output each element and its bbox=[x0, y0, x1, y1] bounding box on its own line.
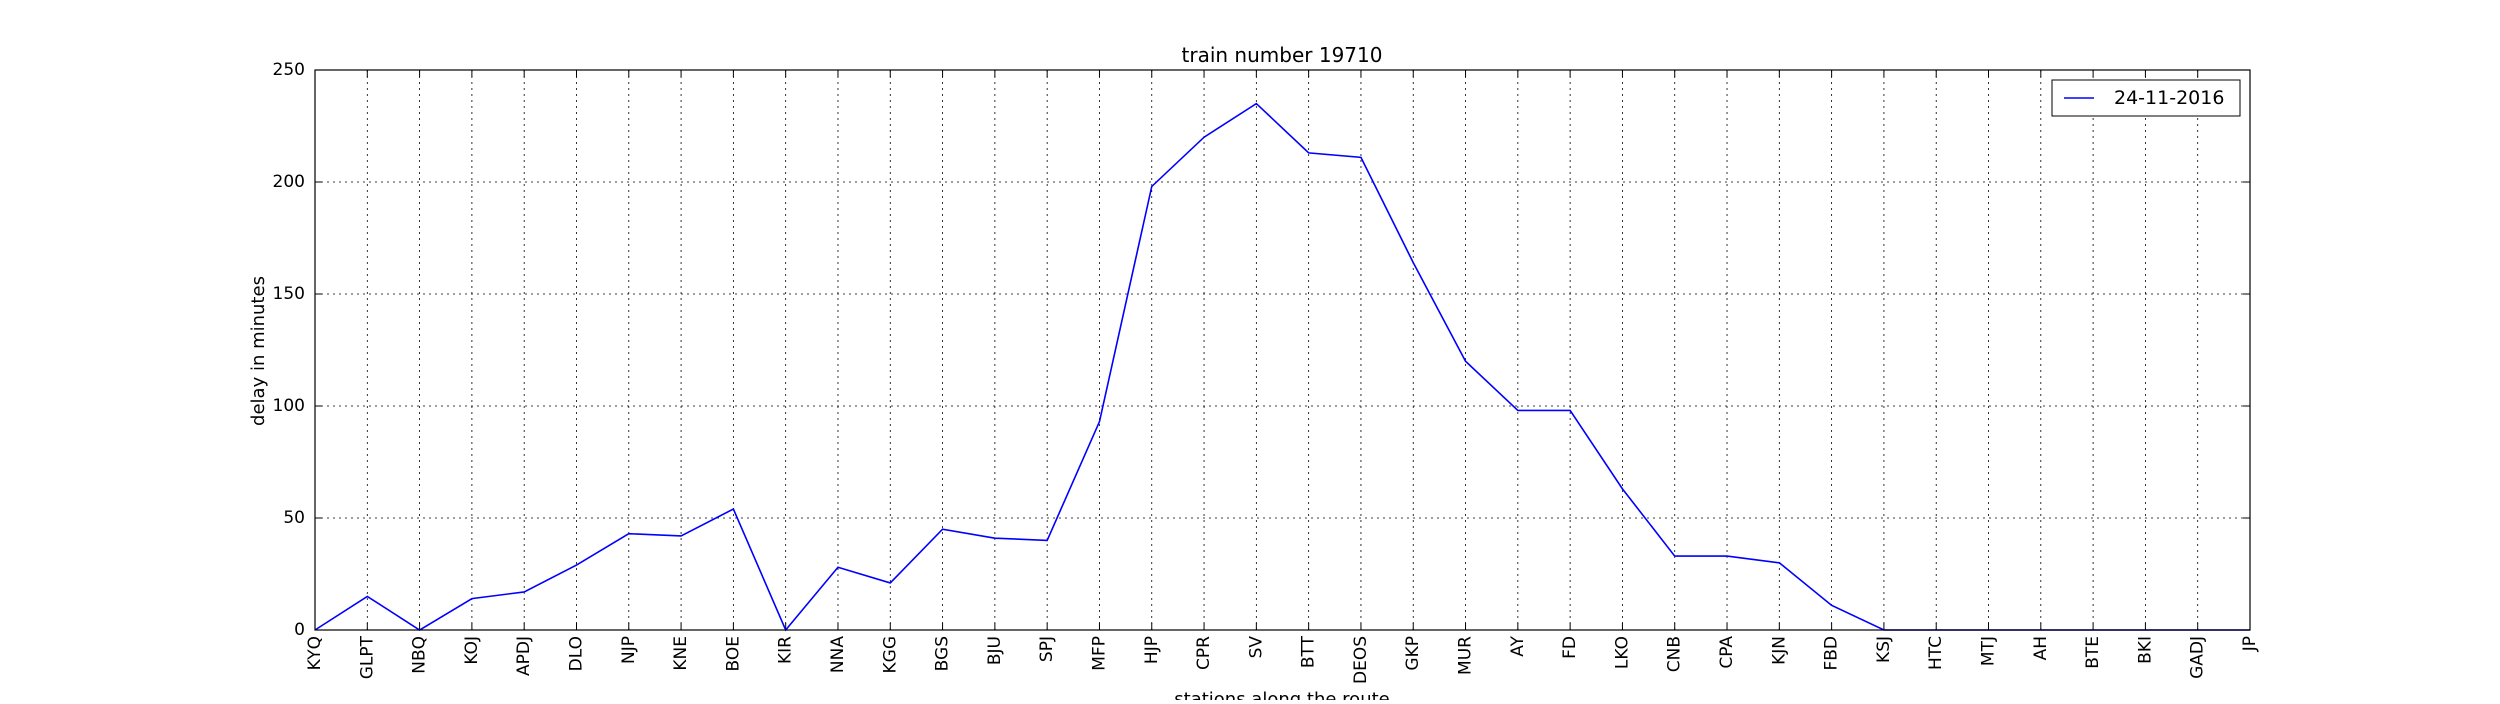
x-tick-label: APDJ bbox=[514, 636, 534, 676]
x-tick-label: KJN bbox=[1769, 636, 1789, 665]
grid bbox=[315, 70, 2250, 630]
plot-frame bbox=[314, 69, 2251, 631]
x-tick-label: GADJ bbox=[2188, 636, 2208, 679]
x-tick-label: CNB bbox=[1665, 636, 1685, 672]
x-tick-label: BJU bbox=[985, 636, 1005, 665]
x-tick-label: LKO bbox=[1612, 636, 1632, 669]
x-tick-label: MFP bbox=[1089, 636, 1109, 671]
x-tick-label: JP bbox=[2240, 636, 2260, 652]
x-tick-label: FBD bbox=[1822, 636, 1842, 671]
x-tick-label: CPR bbox=[1194, 636, 1214, 670]
x-tick-label: SPJ bbox=[1037, 636, 1057, 662]
x-tick-label: GKP bbox=[1403, 636, 1423, 671]
y-tick-label: 100 bbox=[273, 396, 305, 416]
x-tick-label: NBQ bbox=[410, 636, 430, 674]
y-tick-label: 150 bbox=[273, 284, 305, 304]
x-tick-label: KSJ bbox=[1874, 636, 1894, 663]
x-tick-label: KYQ bbox=[305, 636, 325, 670]
y-tick-label: 0 bbox=[294, 620, 305, 640]
x-tick-label: HTC bbox=[1926, 636, 1946, 670]
x-tick-label: HJP bbox=[1142, 636, 1162, 664]
chart-title: train number 19710 bbox=[1182, 43, 1383, 67]
x-tick-label: KOJ bbox=[462, 636, 482, 665]
series-layer bbox=[314, 102, 2250, 632]
legend: 24-11-2016 bbox=[2051, 79, 2241, 117]
x-tick-label: KNE bbox=[671, 636, 691, 671]
y-axis-label: delay in minutes bbox=[248, 276, 269, 426]
x-tick-label: AY bbox=[1508, 635, 1528, 656]
x-tick-label: DLO bbox=[566, 636, 586, 671]
x-tick-label: DEOS bbox=[1351, 636, 1371, 684]
x-tick-label: MTJ bbox=[1979, 636, 1999, 666]
x-tick-label: KIR bbox=[776, 636, 796, 664]
axis-ticks: KYQ GLPT NBQ KOJ APDJ DLO NJP KNE BOE KIR NNA KGG BG… bbox=[273, 60, 2260, 684]
x-tick-label: BTT bbox=[1299, 635, 1319, 668]
x-tick-label: CPA bbox=[1717, 636, 1737, 669]
x-tick-label: BGS bbox=[933, 636, 953, 671]
x-tick-label: NJP bbox=[619, 636, 639, 664]
x-tick-label: KGG bbox=[880, 636, 900, 674]
series-line bbox=[314, 102, 2250, 632]
x-tick-label: BTE bbox=[2083, 636, 2103, 669]
legend-label: 24-11-2016 bbox=[2114, 87, 2224, 109]
x-axis-label: stations along the route bbox=[1174, 689, 1389, 700]
y-tick-label: 200 bbox=[273, 172, 305, 192]
x-tick-label: AH bbox=[2031, 636, 2051, 660]
x-tick-label: MUR bbox=[1456, 636, 1476, 675]
x-tick-label: GLPT bbox=[357, 635, 377, 679]
y-tick-label: 250 bbox=[273, 60, 305, 80]
x-tick-label: BKI bbox=[2135, 636, 2155, 664]
x-tick-label: FD bbox=[1560, 636, 1580, 659]
x-tick-label: BOE bbox=[723, 636, 743, 672]
x-tick-label: NNA bbox=[828, 636, 848, 673]
y-tick-label: 50 bbox=[283, 508, 305, 528]
x-tick-label: SV bbox=[1246, 636, 1266, 659]
